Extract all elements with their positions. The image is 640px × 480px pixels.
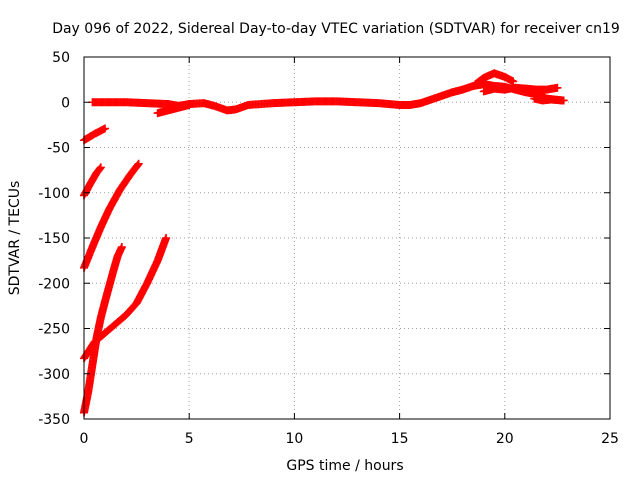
series-track-4 — [471, 69, 518, 89]
data-point — [95, 164, 104, 173]
series-track-8 — [80, 159, 143, 272]
data-point — [559, 96, 568, 105]
data-point — [117, 243, 126, 252]
data-point — [101, 124, 110, 133]
y-axis-label: SDTVAR / TECUs — [7, 181, 23, 296]
series-track-3 — [153, 100, 194, 118]
y-tick-label: 50 — [52, 50, 70, 66]
y-tick-label: -150 — [38, 231, 70, 247]
data-point — [133, 160, 142, 169]
data-point — [509, 77, 518, 86]
y-tick-label: -350 — [38, 412, 70, 428]
y-tick-label: -200 — [38, 276, 70, 292]
series-track-9 — [80, 243, 126, 417]
data-point — [185, 100, 194, 109]
series-track-2 — [479, 83, 562, 96]
y-tick-label: -250 — [38, 322, 70, 338]
series-track-5 — [530, 94, 568, 105]
chart-title: Day 096 of 2022, Sidereal Day-to-day VTE… — [52, 21, 620, 37]
x-axis-label: GPS time / hours — [286, 458, 403, 474]
data-point — [553, 83, 562, 92]
data-point — [96, 163, 105, 172]
y-tick-label: -100 — [38, 186, 70, 202]
x-tick-label: 25 — [601, 431, 619, 447]
x-tick-label: 20 — [496, 431, 514, 447]
x-tick-label: 15 — [391, 431, 409, 447]
axis-ticks: 0 5 10 15 20 25 50 0 -50 -100 -150 -200 -250 -300 -350 — [38, 50, 619, 447]
x-tick-label: 5 — [185, 431, 194, 447]
y-tick-label: 0 — [61, 95, 70, 111]
y-tick-label: -300 — [38, 367, 70, 383]
data-point — [162, 234, 171, 242]
series-track-6 — [80, 124, 110, 145]
y-tick-label: -50 — [47, 141, 70, 157]
data-point — [134, 159, 143, 168]
grid-lines — [84, 57, 610, 419]
x-tick-label: 0 — [80, 431, 89, 447]
data-points — [80, 69, 568, 417]
x-tick-label: 10 — [285, 431, 303, 447]
